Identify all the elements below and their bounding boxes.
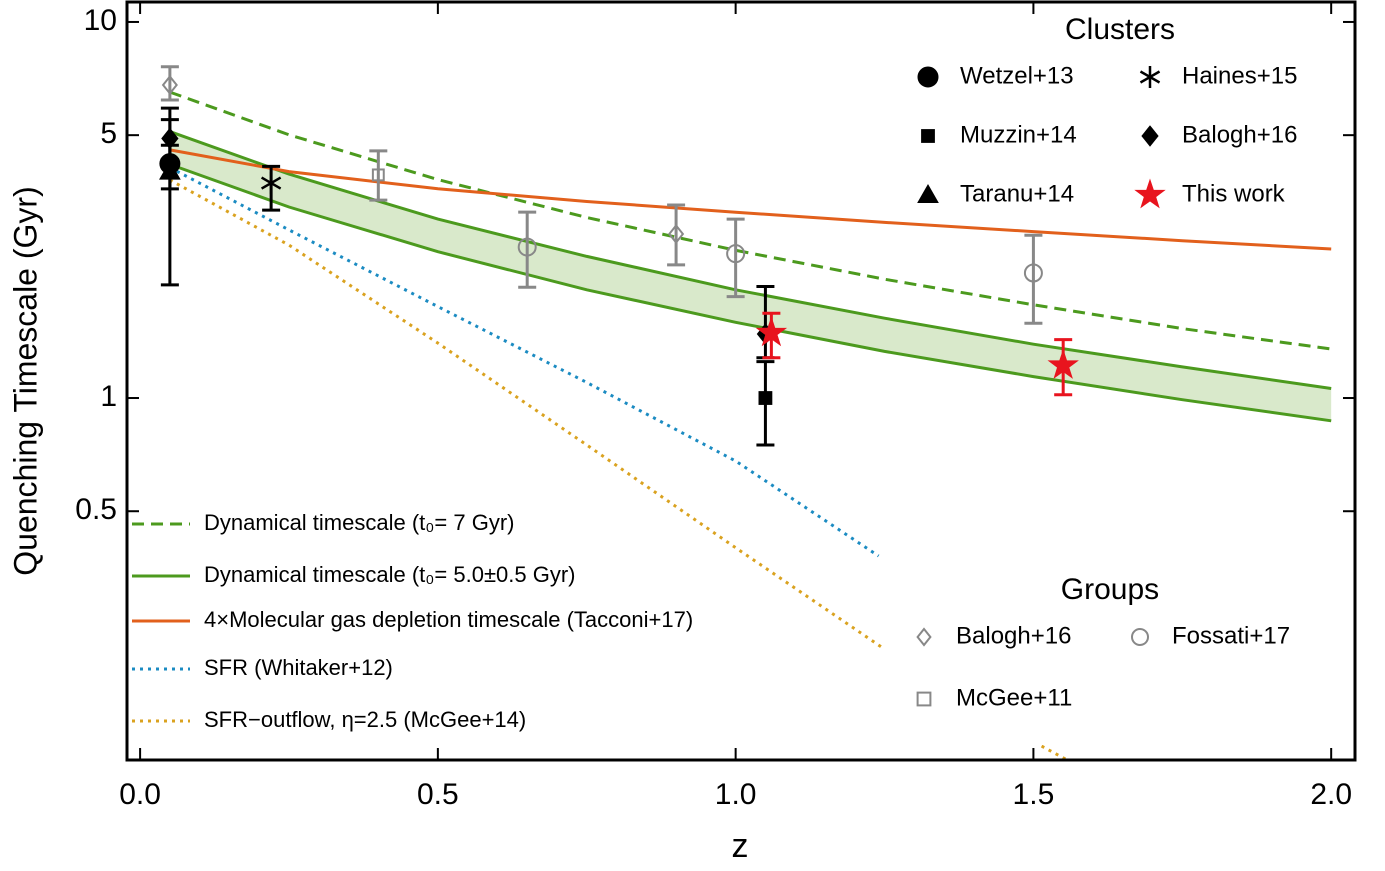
y-tick-label: 0.5 (75, 493, 117, 526)
marker (260, 172, 282, 195)
x-tick-label: 1.5 (1013, 778, 1055, 811)
error-bar (1024, 233, 1043, 325)
x-tick-label: 0.0 (119, 778, 161, 811)
marker (755, 316, 788, 347)
legend-label: 4×Molecular gas depletion timescale (Tac… (204, 607, 693, 632)
legend-marker (1141, 125, 1159, 147)
legend-label: SFR−outflow, η=2.5 (McGee+14) (204, 707, 526, 732)
y-tick-label: 10 (84, 4, 117, 37)
legend-label: Haines+15 (1182, 62, 1297, 89)
legend-marker (917, 66, 939, 88)
y-axis-label: Quenching Timescale (Gyr) (7, 186, 43, 575)
legend-marker (916, 627, 932, 647)
band-line (169, 130, 1332, 390)
axes-frame (125, 0, 1357, 762)
x-axis-label: z (732, 827, 749, 865)
legend-label: Fossati+17 (1172, 622, 1290, 649)
marker (668, 223, 685, 245)
legend-label: Dynamical timescale (t₀= 5.0±0.5 Gyr) (204, 562, 576, 587)
x-tick-label: 0.5 (417, 778, 459, 811)
x-tick-label: 2.0 (1310, 778, 1352, 811)
error-bar (726, 217, 745, 299)
legend-marker (916, 691, 932, 707)
model-line (169, 166, 880, 558)
legend-background (884, 540, 1344, 745)
model-line (169, 148, 1332, 251)
band-fill (169, 131, 1332, 421)
error-bar (667, 203, 686, 267)
marker (161, 74, 178, 96)
marker (517, 237, 537, 257)
marker (159, 160, 181, 180)
legend-label: Taranu+14 (960, 180, 1074, 207)
legend-marker (921, 129, 935, 143)
legend-label: Muzzin+14 (960, 121, 1077, 148)
legend-title: Clusters (1065, 13, 1175, 46)
legend-label: SFR (Whitaker+12) (204, 655, 393, 680)
legend-label: This work (1182, 180, 1286, 207)
marker (1023, 263, 1043, 283)
marker (1047, 349, 1079, 379)
legend-label: Balogh+16 (1182, 121, 1297, 148)
y-tick-label: 5 (100, 117, 117, 150)
legend-label: Wetzel+13 (960, 62, 1074, 89)
legend-label: Balogh+16 (956, 622, 1071, 649)
marker (371, 168, 385, 182)
legend-label: McGee+11 (956, 684, 1072, 711)
marker (726, 244, 746, 264)
error-bar (160, 118, 179, 287)
legend-label: Dynamical timescale (t₀= 7 Gyr) (204, 510, 514, 535)
y-tick-label: 1 (100, 380, 117, 413)
marker (758, 391, 773, 405)
legend-marker (1134, 178, 1166, 209)
error-bar (518, 210, 537, 289)
error-bar (369, 149, 388, 202)
legend-marker (1131, 628, 1149, 646)
model-line (169, 90, 1332, 351)
legend-title: Groups (1061, 573, 1159, 606)
legend-marker (1139, 66, 1161, 88)
legend-marker (917, 183, 939, 203)
x-tick-label: 1.0 (715, 778, 757, 811)
band-line (169, 162, 1332, 423)
